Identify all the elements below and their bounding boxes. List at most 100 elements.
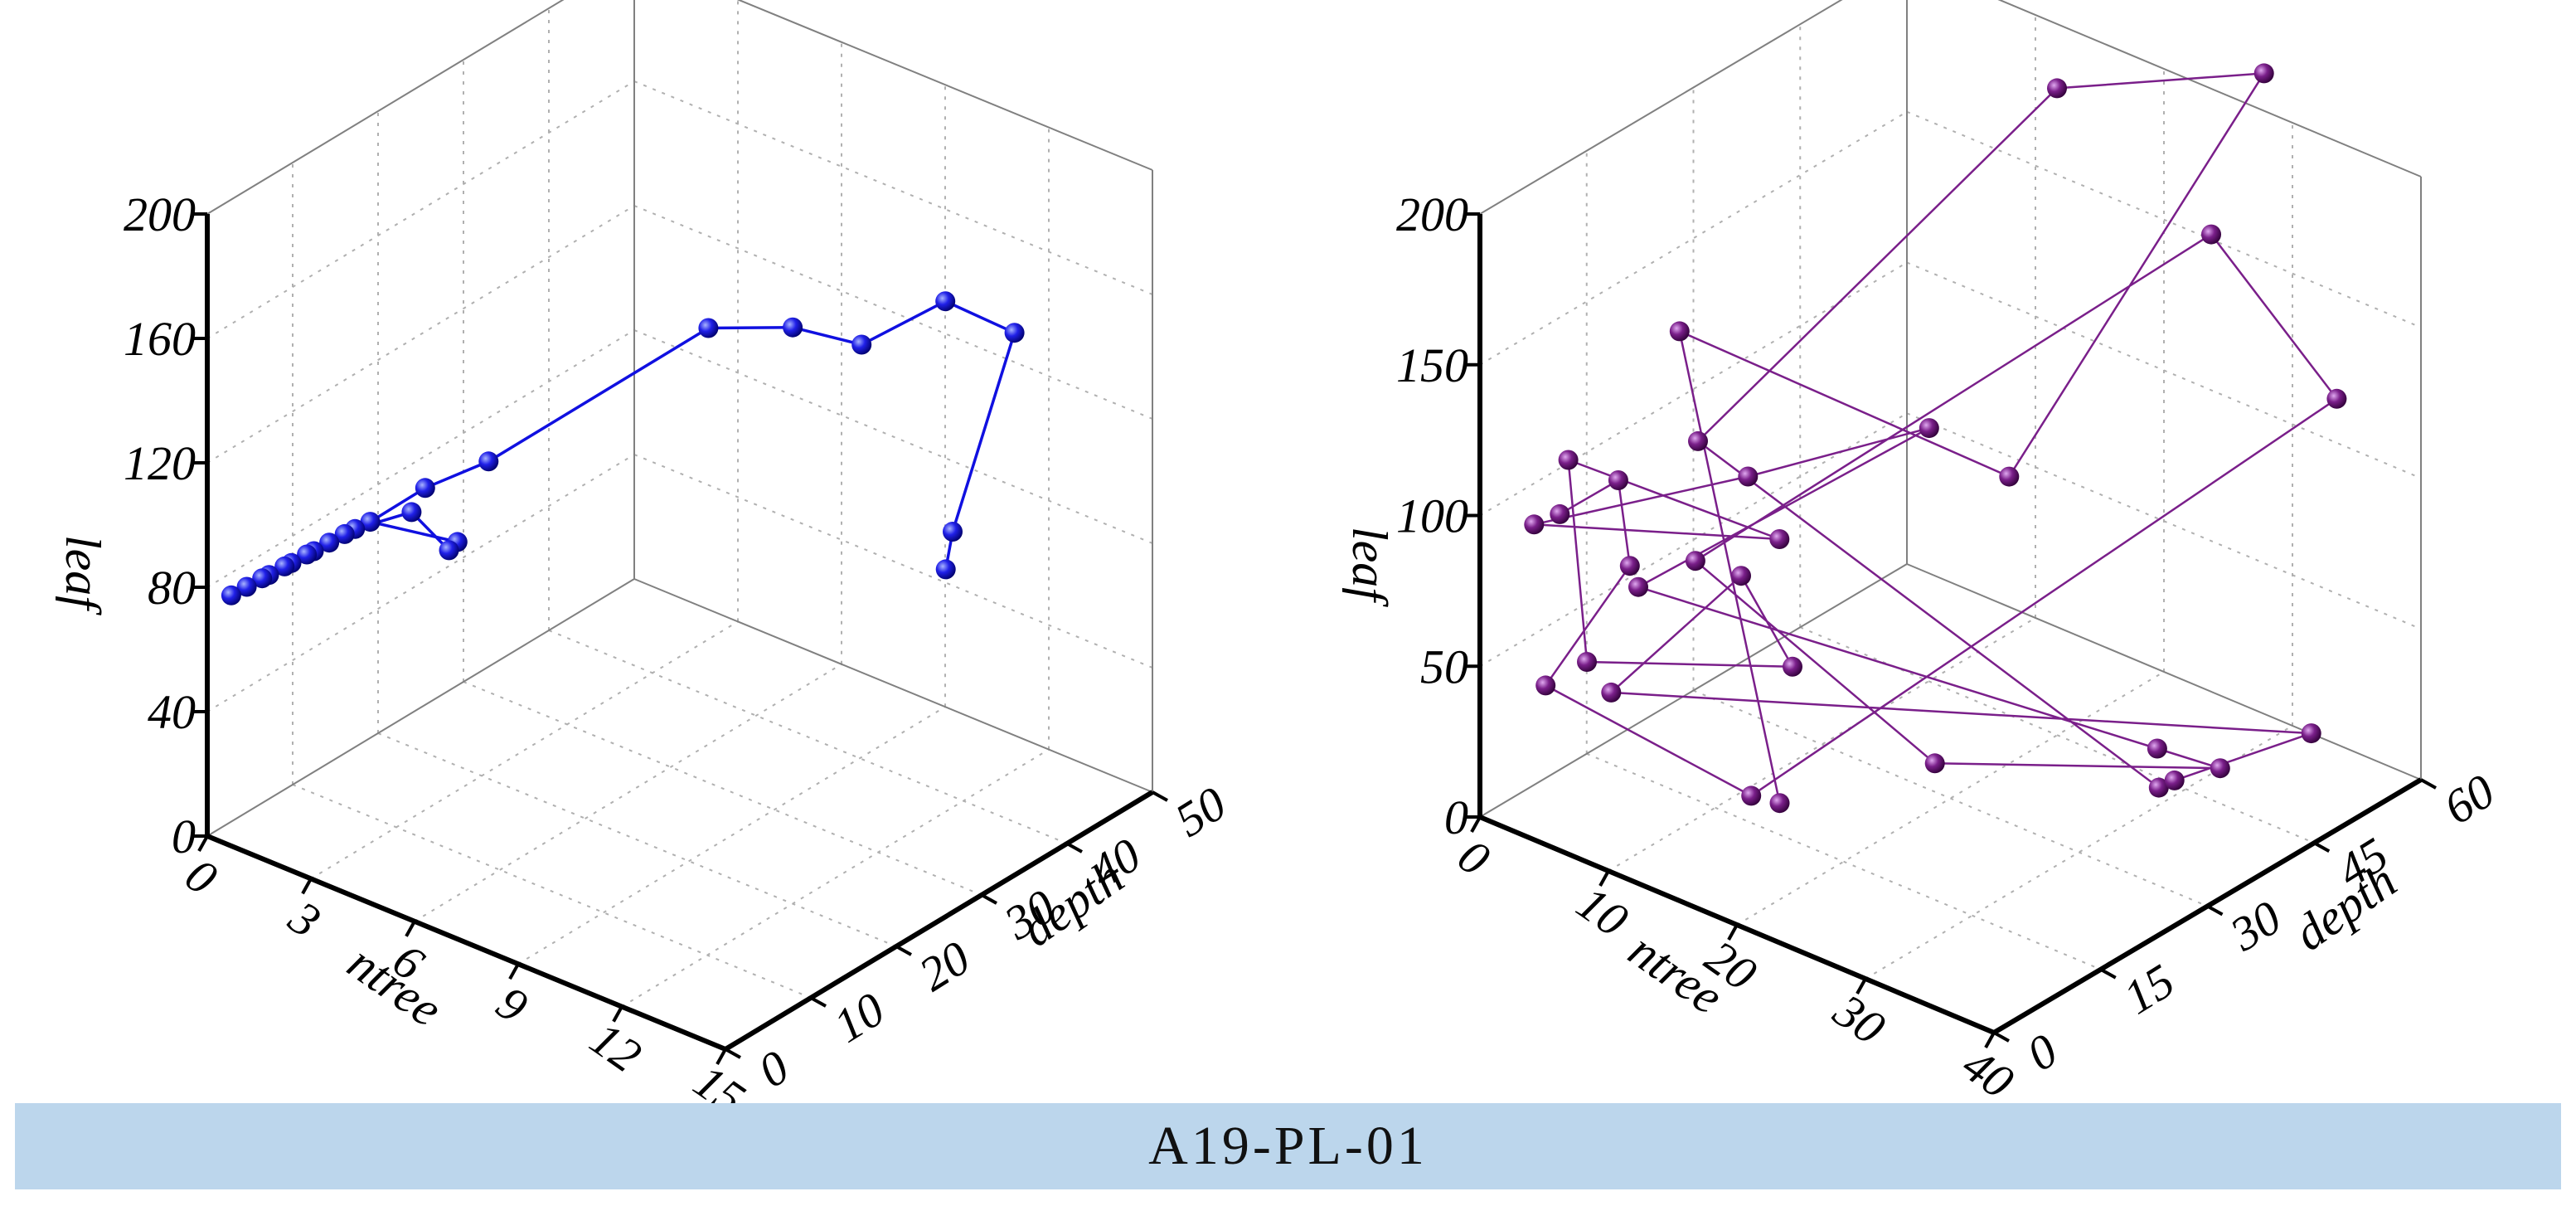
data-point	[783, 317, 803, 338]
grid-line-wall-z-left	[206, 80, 635, 339]
y-tick	[895, 945, 912, 956]
y-tick	[810, 996, 827, 1008]
grid-line-floor-y	[377, 732, 897, 947]
data-point	[439, 540, 459, 561]
data-point	[401, 502, 422, 523]
y-tick	[725, 1048, 741, 1059]
data-point	[1685, 551, 1705, 571]
data-point	[2253, 63, 2274, 84]
data-point	[1608, 470, 1628, 490]
z-axis-title: leaf	[56, 535, 110, 615]
charts-area: 040801201602000369121501020304050ntreede…	[56, 0, 2504, 1103]
data-point	[274, 556, 295, 576]
data-point	[1558, 450, 1579, 470]
x-axis-line	[206, 834, 727, 1052]
data-point	[698, 318, 719, 338]
y-tick	[1066, 842, 1083, 853]
data-point	[1741, 785, 1762, 806]
data-point	[415, 478, 435, 498]
grid-line-wall-z-left	[206, 329, 635, 588]
y-tick	[2313, 841, 2331, 853]
grid-line-floor-x	[1865, 725, 2293, 980]
grid-line-wall-z-back	[633, 80, 1153, 295]
data-point	[360, 512, 381, 532]
x-tick-label: 9	[487, 975, 537, 1033]
y-tick-label: 50	[1166, 776, 1235, 848]
z-tick-label: 160	[124, 312, 196, 366]
frame-floor-back	[1906, 563, 2422, 780]
z-tick-label: 120	[124, 436, 196, 490]
chart-left: 040801201602000369121501020304050ntreede…	[56, 0, 1235, 1103]
data-point	[2201, 224, 2221, 245]
y-tick-label: 60	[2434, 764, 2504, 835]
z-tick-label: 200	[1396, 187, 1468, 241]
data-point	[1688, 430, 1708, 451]
x-tick	[1727, 924, 1739, 941]
data-point	[1738, 466, 1759, 487]
y-tick	[1152, 790, 1168, 802]
data-point	[297, 544, 318, 565]
data-point	[1731, 566, 1751, 586]
chart-right: 050100150200010203040015304560ntreedepth…	[1342, 0, 2504, 1103]
y-tick-label: 20	[910, 931, 979, 1002]
z-tick-label: 100	[1396, 489, 1468, 543]
data-point	[1524, 514, 1545, 535]
z-tick-label: 150	[1396, 338, 1468, 392]
x-tick-label: 30	[1824, 983, 1895, 1055]
grid-line-wall-z-back	[1906, 412, 2422, 630]
data-point	[1769, 793, 1790, 814]
data-point	[1004, 323, 1025, 343]
x-axis-title: ntree	[338, 935, 452, 1038]
z-tick-label: 80	[148, 561, 196, 615]
frame-top-left	[206, 0, 565, 215]
x-tick-label: 12	[580, 1011, 651, 1083]
y-tick-label: 0	[2018, 1023, 2067, 1081]
y-tick	[1993, 1031, 2010, 1043]
grid-line-floor-x	[1608, 617, 2036, 872]
data-point	[1783, 656, 1802, 677]
grid-line-wall-z-left	[1479, 412, 1908, 668]
grid-line-floor-y	[292, 784, 812, 999]
grid-line-wall-z-left	[206, 454, 635, 712]
grid-line-floor-x	[310, 620, 739, 880]
y-tick	[981, 893, 997, 905]
y-tick	[2099, 968, 2117, 980]
data-point	[478, 451, 499, 472]
x-tick-label: 3	[279, 890, 331, 948]
data-point	[252, 568, 273, 589]
x-tick	[612, 1005, 623, 1023]
grid-line-wall-z-left	[1479, 261, 1908, 517]
y-tick-label: 15	[2114, 953, 2184, 1024]
x-tick	[1984, 1032, 1996, 1048]
grid-line-wall-z-left	[1479, 110, 1908, 366]
footer-bar: A19-PL-01	[15, 1103, 2561, 1189]
x-tick	[405, 920, 416, 937]
data-point	[221, 585, 241, 605]
x-tick-label: 10	[1567, 876, 1637, 948]
data-point	[319, 532, 340, 553]
frame-floor-back	[633, 578, 1153, 793]
grid-line-floor-x	[1736, 671, 2165, 926]
frame-top-back	[736, 0, 1153, 171]
data-point	[1619, 556, 1640, 576]
x-tick	[508, 963, 520, 980]
grid-line-wall-z-back	[633, 329, 1153, 544]
data-point	[2210, 758, 2230, 779]
grid-line-floor-x	[621, 748, 1050, 1008]
x-tick	[1470, 816, 1482, 833]
grid-line-floor-x	[414, 663, 842, 922]
data-point	[1924, 753, 1945, 774]
y-axis-line	[724, 790, 1154, 1052]
grid-line-floor-y	[1693, 689, 2208, 907]
y-tick-label: 0	[750, 1039, 798, 1097]
grid-line-floor-y	[463, 681, 982, 896]
data-point	[1577, 652, 1597, 672]
z-tick-label: 0	[172, 810, 196, 863]
grid-line-floor-y	[1586, 752, 2102, 970]
data-point	[1999, 466, 2020, 487]
x-axis-title: ntree	[1619, 922, 1733, 1025]
y-tick	[2420, 778, 2437, 790]
data-point	[2147, 738, 2167, 759]
series-line	[1534, 71, 2339, 804]
data-point	[1919, 418, 1939, 439]
